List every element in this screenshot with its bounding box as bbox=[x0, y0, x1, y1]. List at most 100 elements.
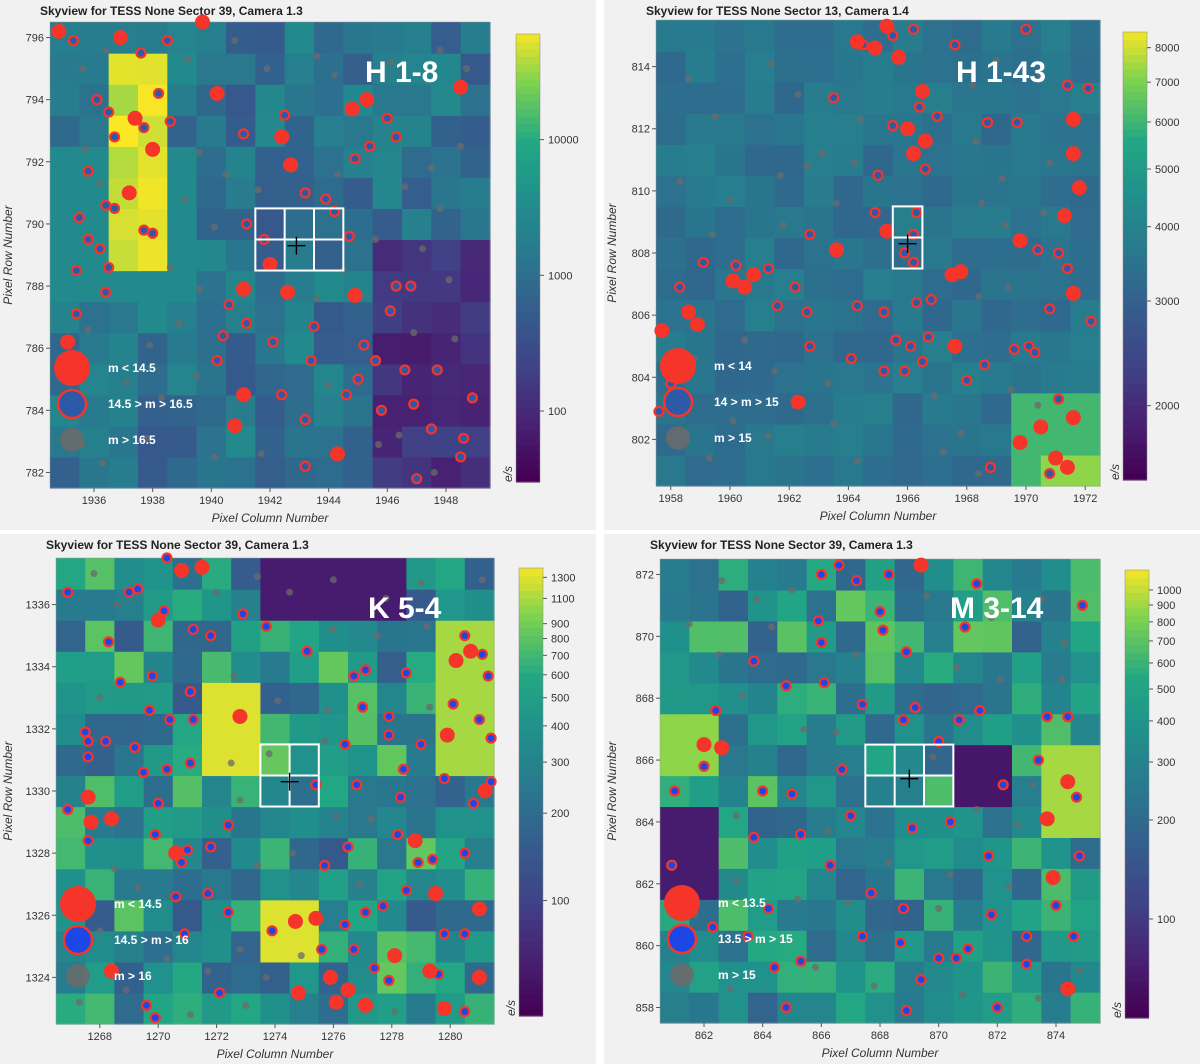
bright-star bbox=[103, 963, 119, 979]
pixel-cell bbox=[774, 82, 805, 114]
faint-star bbox=[779, 221, 787, 229]
faint-star bbox=[166, 263, 174, 271]
colorbar-segment bbox=[519, 627, 543, 636]
pixel-cell bbox=[402, 22, 432, 54]
pixel-cell bbox=[892, 175, 923, 207]
pixel-cell bbox=[981, 144, 1012, 176]
pixel-cell bbox=[406, 775, 437, 808]
pixel-cell bbox=[138, 456, 168, 489]
x-tick-label: 874 bbox=[1047, 1030, 1065, 1042]
mid-star bbox=[845, 810, 857, 822]
colorbar-segment bbox=[1125, 988, 1149, 997]
pixel-cell bbox=[108, 301, 139, 334]
mid-star bbox=[217, 330, 229, 342]
pixel-cell bbox=[981, 237, 1012, 270]
legend-marker-bright bbox=[664, 885, 700, 921]
y-tick-label: 864 bbox=[636, 817, 654, 829]
bright-star bbox=[1065, 285, 1081, 301]
colorbar-segment bbox=[516, 272, 540, 281]
colorbar-tick-label: 10000 bbox=[548, 135, 579, 147]
colorbar-segment bbox=[1123, 278, 1147, 287]
mid-star bbox=[1052, 393, 1065, 405]
faint-star bbox=[463, 65, 471, 73]
mid-star bbox=[364, 140, 376, 152]
pixel-cell bbox=[226, 456, 256, 489]
faint-star bbox=[741, 336, 749, 344]
pixel-cell bbox=[56, 558, 86, 590]
pixel-cell bbox=[431, 53, 462, 85]
colorbar-segment bbox=[519, 874, 543, 883]
colorbar-segment bbox=[1123, 308, 1147, 317]
pixel-cell bbox=[718, 682, 749, 715]
pixel-cell bbox=[804, 144, 835, 176]
colorbar-segment bbox=[1123, 442, 1147, 451]
mid-star bbox=[459, 630, 471, 642]
pixel-cell bbox=[1012, 837, 1042, 869]
faint-star bbox=[823, 827, 831, 835]
legend-marker-faint bbox=[670, 963, 694, 987]
mid-star bbox=[815, 568, 827, 581]
colorbar-segment bbox=[1125, 719, 1149, 728]
faint-star bbox=[1040, 209, 1048, 217]
bright-star bbox=[168, 845, 184, 861]
pixel-cell bbox=[1070, 559, 1101, 591]
mid-star bbox=[666, 859, 678, 871]
faint-star bbox=[436, 204, 444, 212]
colorbar-segment bbox=[519, 605, 543, 614]
colorbar-segment bbox=[516, 407, 540, 416]
colorbar-tick-label: 8000 bbox=[1155, 43, 1179, 55]
colorbar-segment bbox=[516, 41, 540, 50]
colorbar-segment bbox=[1125, 652, 1149, 661]
pixel-cell bbox=[318, 589, 349, 621]
faint-star bbox=[193, 372, 201, 380]
colorbar-segment bbox=[519, 806, 543, 815]
pixel-cell bbox=[50, 84, 80, 116]
pixel-cell bbox=[774, 51, 805, 83]
pixel-cell bbox=[343, 394, 374, 427]
y-tick-label: 808 bbox=[632, 248, 650, 260]
faint-star bbox=[427, 164, 435, 172]
mid-star bbox=[1029, 346, 1041, 359]
legend-marker-mid bbox=[666, 923, 698, 955]
mid-star bbox=[266, 925, 278, 937]
colorbar-segment bbox=[1125, 786, 1149, 795]
legend-label: 13.5 > m > 15 bbox=[718, 932, 793, 946]
colorbar-tick-label: 800 bbox=[551, 634, 569, 646]
colorbar-segment bbox=[516, 34, 540, 43]
mid-star bbox=[132, 583, 144, 595]
faint-star bbox=[230, 672, 238, 680]
legend-marker-mid bbox=[56, 388, 88, 420]
pixel-cell bbox=[1040, 175, 1071, 207]
faint-star bbox=[998, 174, 1006, 182]
mid-star bbox=[152, 87, 165, 100]
colorbar-segment bbox=[519, 911, 543, 920]
pixel-cell bbox=[460, 177, 491, 209]
pixel-cell bbox=[431, 270, 462, 303]
pixel-cell bbox=[924, 744, 954, 777]
colorbar-segment bbox=[1125, 570, 1149, 579]
colorbar-segment bbox=[519, 769, 543, 778]
colorbar-segment bbox=[1123, 106, 1147, 115]
bright-star bbox=[790, 394, 806, 410]
faint-star bbox=[236, 945, 244, 953]
bright-star bbox=[1033, 419, 1049, 435]
pixel-cell bbox=[922, 392, 953, 425]
pixel-cell bbox=[114, 620, 145, 652]
colorbar-segment bbox=[1125, 592, 1149, 601]
colorbar-segment bbox=[519, 620, 543, 629]
pixel-cell bbox=[865, 806, 896, 838]
colorbar-tick-label: 400 bbox=[551, 721, 569, 733]
pixel-cell bbox=[865, 682, 896, 715]
pixel-cell bbox=[314, 456, 344, 489]
pixel-cell bbox=[744, 361, 775, 394]
bright-star bbox=[227, 418, 243, 434]
mid-star bbox=[904, 340, 917, 352]
colorbar-segment bbox=[516, 71, 540, 80]
faint-star bbox=[800, 725, 808, 733]
pixel-cell bbox=[982, 961, 1013, 993]
colorbar-segment bbox=[1123, 158, 1147, 167]
mid-star bbox=[890, 334, 902, 346]
pixel-grid bbox=[50, 22, 491, 489]
colorbar-segment bbox=[1123, 345, 1147, 354]
pixel-cell bbox=[226, 332, 256, 365]
